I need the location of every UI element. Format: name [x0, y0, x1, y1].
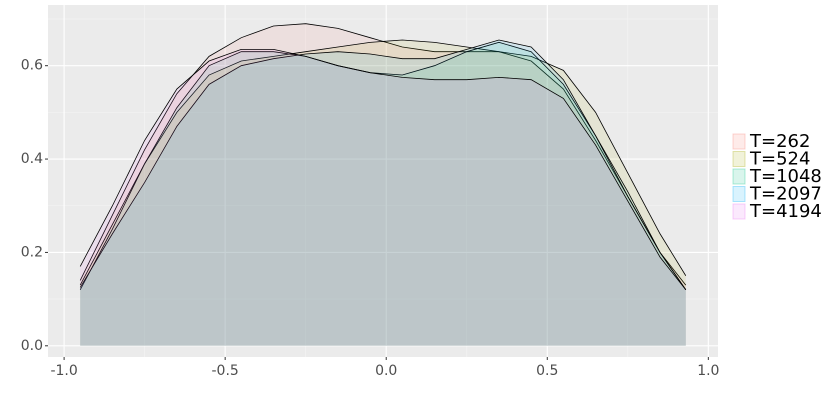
x-tick-label: 0.5: [536, 363, 558, 379]
density-area: [80, 40, 686, 346]
x-tick-label: 0.0: [375, 363, 397, 379]
density-line: [79, 39, 687, 286]
density-area: [80, 23, 686, 346]
legend-key: [732, 133, 746, 150]
legend-key: [732, 186, 746, 202]
legend-label: T=1048: [749, 166, 822, 187]
y-tick-label: 0.0: [21, 338, 43, 354]
density-area: [80, 42, 686, 346]
density-area: [80, 49, 686, 346]
x-tick-label: -0.5: [211, 363, 238, 379]
y-tick-label: 0.6: [21, 58, 43, 74]
x-tick-label: -1.0: [50, 363, 77, 379]
legend-key: [732, 203, 746, 220]
legend-label: T=4194: [749, 201, 822, 222]
legend-label: T=2097: [749, 184, 822, 205]
legend-key: [732, 168, 746, 185]
density-area: [80, 40, 686, 346]
density-line: [79, 39, 687, 291]
legend-key: [732, 151, 746, 167]
y-tick-label: 0.2: [21, 244, 43, 260]
panel: [48, 5, 718, 357]
legend-label: T=524: [749, 149, 810, 170]
density-line: [79, 23, 687, 286]
y-tick-label: 0.4: [21, 151, 43, 167]
density-line: [79, 48, 687, 291]
x-tick-label: 1.0: [697, 363, 719, 379]
legend-label: T=262: [749, 131, 810, 152]
